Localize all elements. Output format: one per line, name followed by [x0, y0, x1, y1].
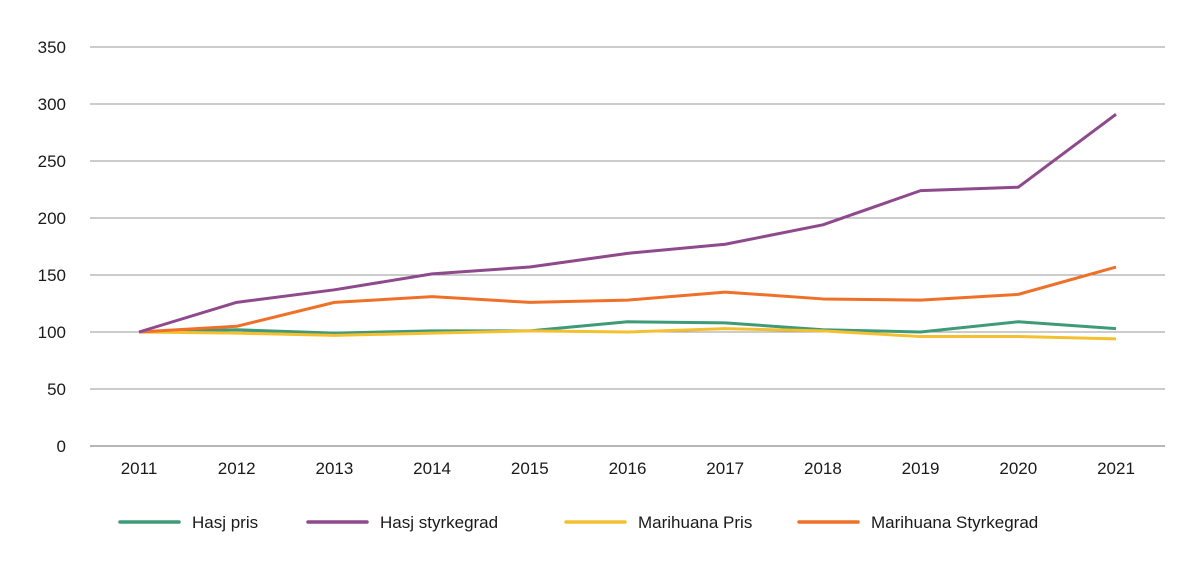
legend-label: Marihuana Styrkegrad — [871, 513, 1038, 532]
legend-item: Hasj pris — [118, 513, 258, 532]
y-tick-label: 350 — [38, 38, 66, 57]
x-tick-label: 2012 — [218, 459, 256, 478]
y-tick-label: 0 — [57, 437, 66, 456]
series-line — [138, 320, 1117, 335]
legend-label: Marihuana Pris — [638, 513, 752, 532]
legend-label: Hasj styrkegrad — [380, 513, 498, 532]
x-tick-label: 2020 — [999, 459, 1037, 478]
x-tick-label: 2014 — [413, 459, 451, 478]
x-tick-label: 2016 — [609, 459, 647, 478]
y-axis-ticks: 0 50 100 150 200 250 300 350 — [38, 38, 66, 456]
series-line — [138, 113, 1117, 334]
x-tick-label: 2019 — [902, 459, 940, 478]
legend-label: Hasj pris — [192, 513, 258, 532]
x-tick-label: 2013 — [315, 459, 353, 478]
x-tick-label: 2015 — [511, 459, 549, 478]
x-tick-label: 2018 — [804, 459, 842, 478]
legend-item: Marihuana Pris — [564, 513, 752, 532]
x-tick-label: 2011 — [121, 459, 158, 478]
legend-item: Marihuana Styrkegrad — [797, 513, 1038, 532]
series-line — [138, 265, 1117, 334]
y-tick-label: 250 — [38, 152, 66, 171]
series-line — [138, 327, 1117, 341]
legend: Hasj pris Hasj styrkegrad Marihuana Pris Ma… — [118, 513, 1038, 532]
series-lines — [138, 113, 1117, 341]
y-tick-label: 300 — [38, 95, 66, 114]
y-tick-label: 50 — [47, 380, 66, 399]
x-tick-label: 2017 — [706, 459, 744, 478]
y-tick-label: 150 — [38, 266, 66, 285]
y-tick-label: 100 — [38, 323, 66, 342]
y-tick-label: 200 — [38, 209, 66, 228]
gridlines — [90, 46, 1165, 447]
x-tick-label: 2021 — [1097, 459, 1135, 478]
x-axis-ticks: 2011 2012 2013 2014 2015 2016 2017 2018 2019 2020… — [121, 459, 1135, 478]
legend-item: Hasj styrkegrad — [306, 513, 498, 532]
